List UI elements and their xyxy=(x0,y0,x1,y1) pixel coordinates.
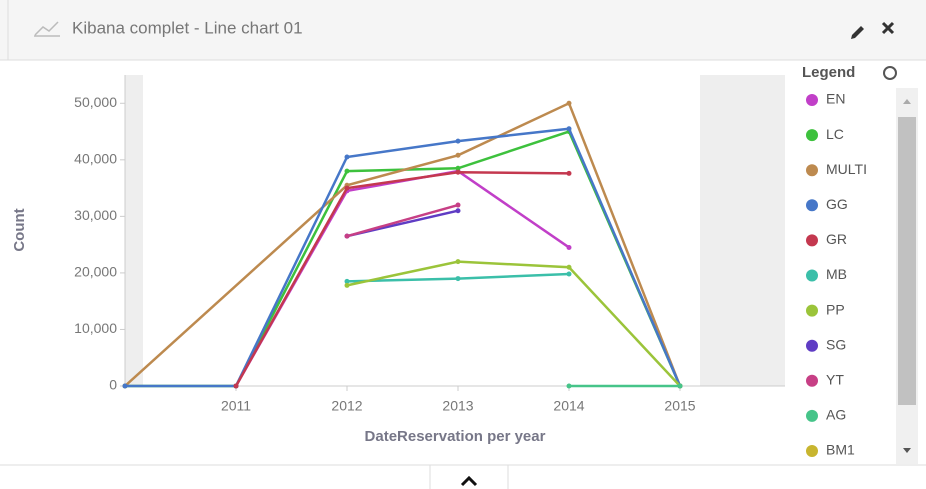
data-point xyxy=(455,202,461,208)
chart-icon xyxy=(34,21,60,37)
data-point xyxy=(566,383,572,389)
data-point xyxy=(677,383,683,389)
y-tick-label: 20,000 xyxy=(74,264,117,280)
legend-label: AG xyxy=(826,407,846,423)
y-axis-label: Count xyxy=(11,208,28,251)
data-point xyxy=(566,170,572,176)
data-point xyxy=(455,259,461,265)
data-point xyxy=(344,278,350,284)
panel-header xyxy=(0,0,926,60)
y-tick-label: 50,000 xyxy=(74,94,117,110)
data-point xyxy=(455,165,461,171)
data-point xyxy=(344,154,350,160)
panel-title: Kibana complet - Line chart 01 xyxy=(72,18,303,37)
legend-title: Legend xyxy=(802,64,855,81)
legend-swatch xyxy=(806,445,818,457)
data-point xyxy=(344,282,350,288)
legend-swatch xyxy=(806,374,818,387)
data-point xyxy=(566,244,572,250)
legend-label: SG xyxy=(826,336,846,352)
legend-label: PP xyxy=(826,301,845,317)
x-tick-label: 2011 xyxy=(221,398,251,414)
legend-toggle[interactable] xyxy=(883,66,897,80)
legend-swatch xyxy=(806,164,818,177)
legend-swatch xyxy=(806,304,818,317)
x-axis-label: DateReservation per year xyxy=(365,428,546,445)
close-button[interactable] xyxy=(881,21,895,35)
legend-label: EN xyxy=(826,91,845,107)
data-point xyxy=(455,208,461,214)
legend-swatch xyxy=(806,339,818,352)
y-tick-label: 0 xyxy=(109,377,117,393)
series-line xyxy=(124,101,682,387)
scroll-up[interactable] xyxy=(903,99,911,104)
legend-swatch xyxy=(806,234,818,247)
out-of-range xyxy=(125,75,143,386)
data-point xyxy=(566,126,572,132)
series-line xyxy=(234,171,570,387)
x-tick-label: 2015 xyxy=(664,398,695,414)
x-tick-label: 2013 xyxy=(442,398,473,414)
x-tick-label: 2012 xyxy=(331,398,362,414)
data-point xyxy=(566,264,572,270)
y-tick-label: 30,000 xyxy=(74,207,117,223)
legend-label: MULTI xyxy=(826,161,867,177)
y-tick-label: 10,000 xyxy=(74,320,117,336)
data-point xyxy=(344,233,350,239)
data-point xyxy=(122,383,128,389)
series-line xyxy=(125,127,682,388)
series-line xyxy=(234,169,570,387)
x-tick-label: 2014 xyxy=(553,398,584,414)
legend-label: MB xyxy=(826,266,847,282)
data-point xyxy=(344,185,350,191)
legend-swatch xyxy=(806,94,818,106)
legend-label: YT xyxy=(826,372,844,388)
series-line xyxy=(346,203,459,238)
legend-label: LC xyxy=(826,126,844,142)
data-point xyxy=(455,276,461,282)
data-point xyxy=(233,383,239,389)
legend-label: GG xyxy=(826,196,848,212)
legend-label: GR xyxy=(826,231,847,247)
edit-button[interactable] xyxy=(851,26,864,39)
scroll-down[interactable] xyxy=(903,448,911,453)
scrollbar-thumb[interactable] xyxy=(898,117,916,405)
expand-toggle[interactable] xyxy=(460,475,478,487)
data-point xyxy=(455,169,461,175)
data-point xyxy=(566,271,572,277)
legend-swatch xyxy=(806,199,818,212)
series-line xyxy=(346,260,681,387)
out-of-range xyxy=(700,75,785,386)
data-point xyxy=(566,100,572,106)
y-tick-label: 40,000 xyxy=(74,151,117,167)
data-point xyxy=(344,168,350,174)
legend-swatch xyxy=(806,409,818,422)
data-point xyxy=(455,138,461,144)
legend-label: BM1 xyxy=(826,442,855,458)
legend-swatch xyxy=(806,129,818,142)
legend-swatch xyxy=(806,269,818,282)
data-point xyxy=(455,152,461,158)
